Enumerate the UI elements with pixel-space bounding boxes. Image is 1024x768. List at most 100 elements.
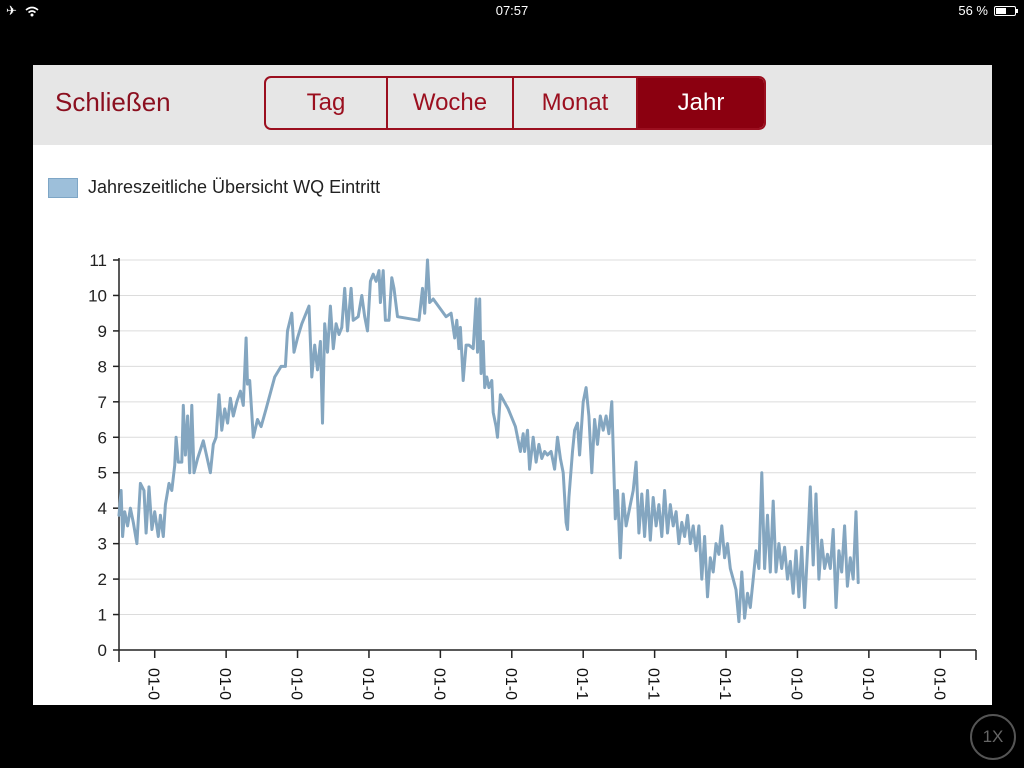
x-tick-label: 01-0 xyxy=(145,668,162,700)
data-point xyxy=(357,315,360,318)
data-point xyxy=(259,425,263,428)
data-point xyxy=(763,567,766,570)
data-point xyxy=(135,542,139,545)
wifi-icon xyxy=(25,6,39,16)
data-point xyxy=(734,588,738,591)
data-point xyxy=(610,400,613,403)
x-tick-label: 01-0 xyxy=(502,668,519,700)
legend-swatch xyxy=(48,177,78,198)
data-point xyxy=(573,429,576,432)
data-point xyxy=(522,432,525,435)
data-point xyxy=(384,319,387,322)
data-point xyxy=(637,531,641,535)
data-point xyxy=(117,514,121,517)
data-point xyxy=(321,421,324,425)
data-point xyxy=(624,524,628,528)
data-point xyxy=(582,400,585,403)
y-tick-label: 11 xyxy=(89,251,107,270)
data-point xyxy=(537,443,541,446)
data-point xyxy=(310,375,313,379)
data-point xyxy=(632,489,635,492)
data-point xyxy=(390,276,393,279)
data-point xyxy=(663,489,666,492)
data-point xyxy=(783,546,786,549)
data-point xyxy=(714,542,718,545)
data-point xyxy=(720,524,723,528)
data-point xyxy=(349,287,353,290)
data-point xyxy=(607,432,611,435)
legend-label: Jahreszeitliche Übersicht WQ Eintritt xyxy=(88,177,381,197)
data-point xyxy=(559,457,562,460)
data-point xyxy=(482,340,485,343)
data-point xyxy=(689,542,692,545)
data-point xyxy=(717,553,721,556)
data-point xyxy=(849,556,852,559)
x-tick-label: 01-0 xyxy=(430,668,447,700)
close-button[interactable]: Schließen xyxy=(55,87,171,117)
battery-percent: 56 % xyxy=(958,3,988,18)
data-point xyxy=(766,514,769,517)
data-point xyxy=(374,280,378,283)
data-point xyxy=(797,595,801,598)
data-point xyxy=(244,336,248,340)
data-point xyxy=(123,510,126,513)
data-point xyxy=(423,312,426,315)
data-point xyxy=(192,471,196,474)
data-point xyxy=(743,616,746,620)
data-point xyxy=(139,482,142,485)
tab-tag[interactable]: Tag xyxy=(266,78,388,128)
data-point xyxy=(147,485,151,489)
data-point xyxy=(571,450,574,453)
data-point xyxy=(622,492,625,496)
data-point xyxy=(290,312,293,315)
data-point xyxy=(334,322,338,325)
y-tick-label: 5 xyxy=(98,464,107,483)
data-point xyxy=(256,418,259,421)
x-tick-label: 01-0 xyxy=(288,668,305,700)
status-time: 07:57 xyxy=(495,3,529,18)
data-point xyxy=(129,507,132,510)
data-point xyxy=(587,414,591,418)
x-tick-label: 01-0 xyxy=(787,668,804,700)
tab-woche[interactable]: Woche xyxy=(388,78,514,128)
data-point xyxy=(829,567,832,570)
tab-monat[interactable]: Monat xyxy=(514,78,638,128)
data-point xyxy=(426,258,429,262)
y-tick-label: 6 xyxy=(98,428,107,447)
data-point xyxy=(132,521,135,524)
data-point xyxy=(729,567,732,570)
data-point xyxy=(602,429,605,432)
y-tick-label: 8 xyxy=(98,357,107,376)
status-bar: ✈ 07:57 56 % xyxy=(0,0,1024,22)
data-point xyxy=(843,524,846,528)
data-point xyxy=(343,287,346,290)
data-point xyxy=(396,315,399,318)
data-point xyxy=(652,496,655,499)
data-point xyxy=(279,365,283,368)
data-point xyxy=(457,347,461,350)
data-point xyxy=(566,528,569,531)
data-point xyxy=(832,528,835,531)
data-point xyxy=(809,485,812,489)
data-point xyxy=(857,581,860,584)
data-point xyxy=(576,421,579,425)
data-point xyxy=(467,343,471,347)
data-point xyxy=(507,407,510,411)
data-point xyxy=(337,333,341,336)
data-point xyxy=(150,528,154,531)
chart-legend: Jahreszeitliche Übersicht WQ Eintritt xyxy=(48,177,380,198)
data-point xyxy=(523,450,526,453)
data-point xyxy=(540,457,543,460)
data-point xyxy=(300,322,303,325)
data-point xyxy=(352,319,355,322)
data-point xyxy=(732,577,735,581)
data-point xyxy=(564,521,568,524)
data-point xyxy=(619,556,622,559)
data-point xyxy=(214,436,218,439)
tab-jahr[interactable]: Jahr xyxy=(638,78,764,128)
data-point xyxy=(157,535,160,538)
data-point xyxy=(273,375,276,379)
data-point xyxy=(126,524,129,528)
data-point xyxy=(528,468,531,471)
zoom-1x-button[interactable]: 1X xyxy=(970,714,1016,760)
